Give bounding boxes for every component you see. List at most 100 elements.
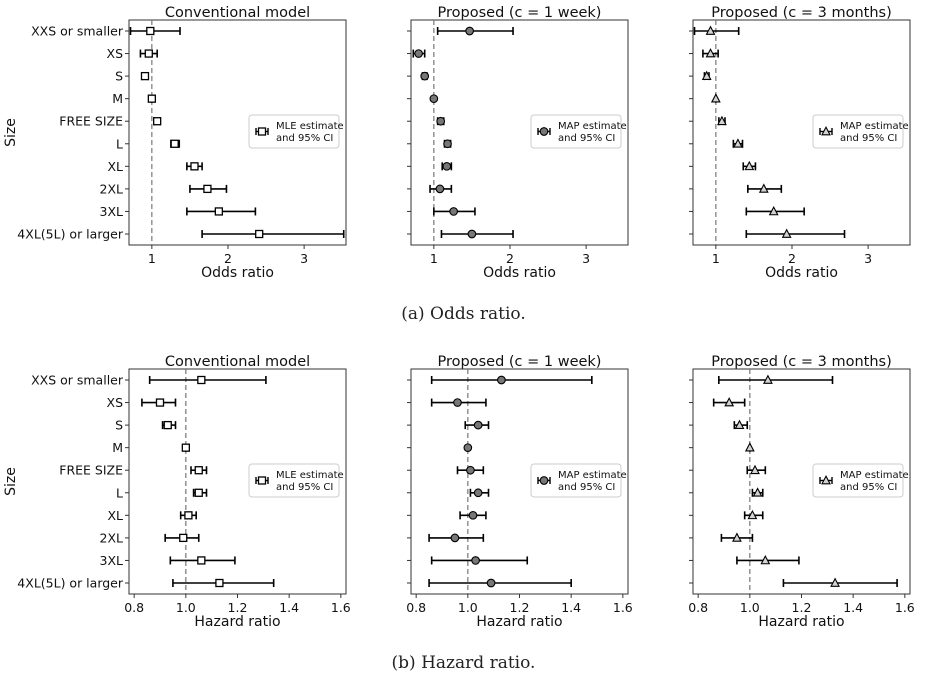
legend-marker <box>257 476 267 485</box>
x-axis-label: Odds ratio <box>765 265 838 281</box>
x-tick-label: 1 <box>712 251 720 266</box>
legend-label: and 95% CI <box>276 482 333 493</box>
x-tick-label: 0.8 <box>406 600 426 615</box>
legend-label: MAP estimate <box>558 470 627 481</box>
legend-label: and 95% CI <box>558 482 615 493</box>
x-tick-label: 2 <box>506 251 514 266</box>
estimate-marker <box>497 375 506 385</box>
legend-label: and 95% CI <box>276 133 333 144</box>
x-tick-label: 1.6 <box>613 600 633 615</box>
estimate-marker <box>194 488 203 497</box>
estimate-marker <box>170 139 179 148</box>
x-tick-label: 1.2 <box>792 600 812 615</box>
panel-b-2: Proposed (c = 1 week) 0.8 1.0 1.2 1.4 1.6 Haza… <box>406 354 633 630</box>
estimate-marker <box>747 509 758 520</box>
x-tick-label: 3 <box>300 251 308 266</box>
x-tick-label: 2 <box>224 251 232 266</box>
legend-box <box>530 114 622 149</box>
y-axis-label: Size <box>3 118 19 147</box>
legend-box <box>530 463 622 498</box>
estimate-marker <box>473 420 483 430</box>
panel-b-1: Conventional model 0.8 1.0 1.2 1.4 1.6 Hazard … <box>3 354 351 630</box>
x-tick-label: 1.2 <box>228 600 248 615</box>
estimate-marker <box>781 228 792 238</box>
estimate-marker <box>463 443 473 453</box>
panel-title: Proposed (c = 3 months) <box>711 354 891 370</box>
legend-label: MAP estimate <box>840 121 909 132</box>
estimate-marker <box>744 442 755 452</box>
legend-label: MLE estimate <box>276 121 344 132</box>
y-tick-label: 3XL <box>100 553 124 568</box>
estimate-marker <box>732 532 742 542</box>
x-tick-label: 1.2 <box>510 600 530 615</box>
legend-marker <box>257 127 267 136</box>
estimate-marker <box>429 94 439 104</box>
x-axis-label: Hazard ratio <box>758 614 844 630</box>
estimate-marker <box>147 94 156 103</box>
estimate-marker <box>436 116 446 126</box>
y-tick-label: S <box>115 69 123 84</box>
estimate-marker <box>450 533 460 543</box>
estimate-marker <box>184 511 193 520</box>
x-tick-label: 1.6 <box>895 600 915 615</box>
legend-label: and 95% CI <box>558 133 615 144</box>
x-tick-label: 1.4 <box>843 600 863 615</box>
x-axis-label: Odds ratio <box>201 265 274 281</box>
y-tick-label: XXS or smaller <box>31 24 124 39</box>
estimate-marker <box>465 26 474 36</box>
legend-marker <box>821 126 831 136</box>
estimate-marker <box>830 577 840 587</box>
estimate-marker <box>717 115 727 126</box>
y-tick-label: XL <box>107 508 123 523</box>
y-axis-label: Size <box>3 467 19 496</box>
x-tick-label: 0.8 <box>124 600 144 615</box>
legend-label: MAP estimate <box>840 470 909 481</box>
legend-marker <box>539 476 549 485</box>
legend-box <box>812 463 904 498</box>
estimate-marker <box>194 466 203 475</box>
estimate-marker <box>163 420 172 430</box>
panel-title: Conventional model <box>165 5 310 21</box>
legend-label: and 95% CI <box>840 482 897 493</box>
x-axis-label: Hazard ratio <box>476 614 562 630</box>
estimate-marker <box>466 465 475 475</box>
estimate-marker <box>181 443 190 452</box>
estimate-marker <box>214 207 223 216</box>
y-tick-label: 4XL(5L) or larger <box>17 576 124 591</box>
y-tick-label: XXS or smaller <box>31 373 124 388</box>
legend-marker <box>821 475 831 485</box>
y-tick-label: L <box>116 485 123 500</box>
estimate-marker <box>414 49 423 58</box>
estimate-marker <box>435 184 445 194</box>
x-tick-label: 1 <box>430 251 438 266</box>
estimate-marker <box>215 578 224 588</box>
estimate-marker <box>471 556 480 565</box>
plot-frame <box>128 19 347 246</box>
y-tick-label: FREE SIZE <box>59 114 123 129</box>
estimate-marker <box>468 510 478 520</box>
estimate-marker <box>752 487 763 497</box>
x-tick-label: 3 <box>582 251 590 266</box>
x-tick-label: 1.4 <box>279 600 299 615</box>
estimate-marker <box>710 93 721 103</box>
estimate-marker <box>467 229 477 239</box>
estimate-marker <box>146 26 155 36</box>
x-axis-label: Hazard ratio <box>194 614 280 630</box>
x-tick-label: 1.6 <box>331 600 351 615</box>
estimate-marker <box>255 229 264 239</box>
estimate-marker <box>760 554 771 565</box>
estimate-marker <box>449 207 458 216</box>
legend-marker <box>539 127 549 136</box>
x-axis-label: Odds ratio <box>483 265 556 281</box>
panel-title: Conventional model <box>165 354 310 370</box>
x-tick-label: 3 <box>864 251 872 266</box>
plot-frame <box>692 19 911 246</box>
estimate-marker <box>486 578 496 588</box>
estimate-marker <box>153 117 162 126</box>
